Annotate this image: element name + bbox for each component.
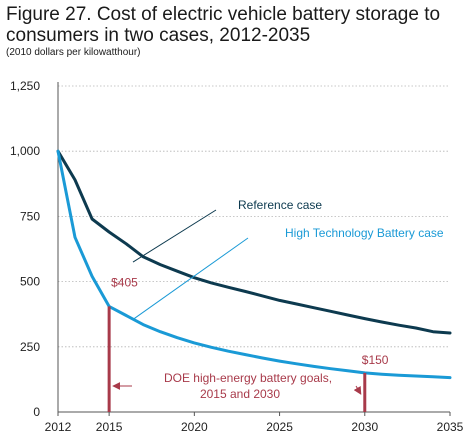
- axes: [57, 82, 451, 416]
- x-tick-label: 2035: [437, 420, 464, 434]
- goals-text-line2: 2015 and 2030: [200, 387, 280, 401]
- high-tech-label: High Technology Battery case: [285, 226, 444, 240]
- y-tick-label: 750: [20, 209, 40, 223]
- x-tick-label: 2015: [96, 420, 123, 434]
- high-tech-leader-line: [132, 237, 249, 320]
- x-tick-label: 2025: [266, 420, 293, 434]
- goals-text-line1: DOE high-energy battery goals,: [164, 371, 332, 385]
- goal-label-2030: $150: [362, 353, 389, 367]
- x-tick-label: 2030: [351, 420, 378, 434]
- y-tick-label: 500: [20, 275, 40, 289]
- reference-case-label: Reference case: [238, 198, 322, 212]
- tick-labels: 0 250 500 750 1,000 1,250 2012 2015 2020 2025 2030…: [10, 79, 464, 434]
- goal-label-2015: $405: [111, 275, 138, 289]
- series-lines: [56, 149, 452, 380]
- grid-lines: [58, 85, 450, 348]
- x-tick-label: 2020: [181, 420, 208, 434]
- x-tick-label: 2012: [45, 420, 72, 434]
- y-tick-label: 0: [33, 405, 40, 419]
- chart-subtitle: (2010 dollars per kilowatthour): [6, 47, 141, 58]
- reference-case-leader-line: [132, 209, 217, 263]
- series-line-high-technology-battery-case: [56, 149, 452, 380]
- y-tick-label: 1,000: [10, 144, 40, 158]
- annotations: Reference case High Technology Battery ca…: [107, 198, 444, 412]
- goal-arrow-right: [353, 385, 362, 395]
- chart-title: Figure 27. Cost of electric vehicle batt…: [6, 4, 441, 46]
- y-tick-label: 1,250: [10, 79, 40, 93]
- series-line-reference-case: [56, 149, 452, 335]
- y-tick-label: 250: [20, 340, 40, 354]
